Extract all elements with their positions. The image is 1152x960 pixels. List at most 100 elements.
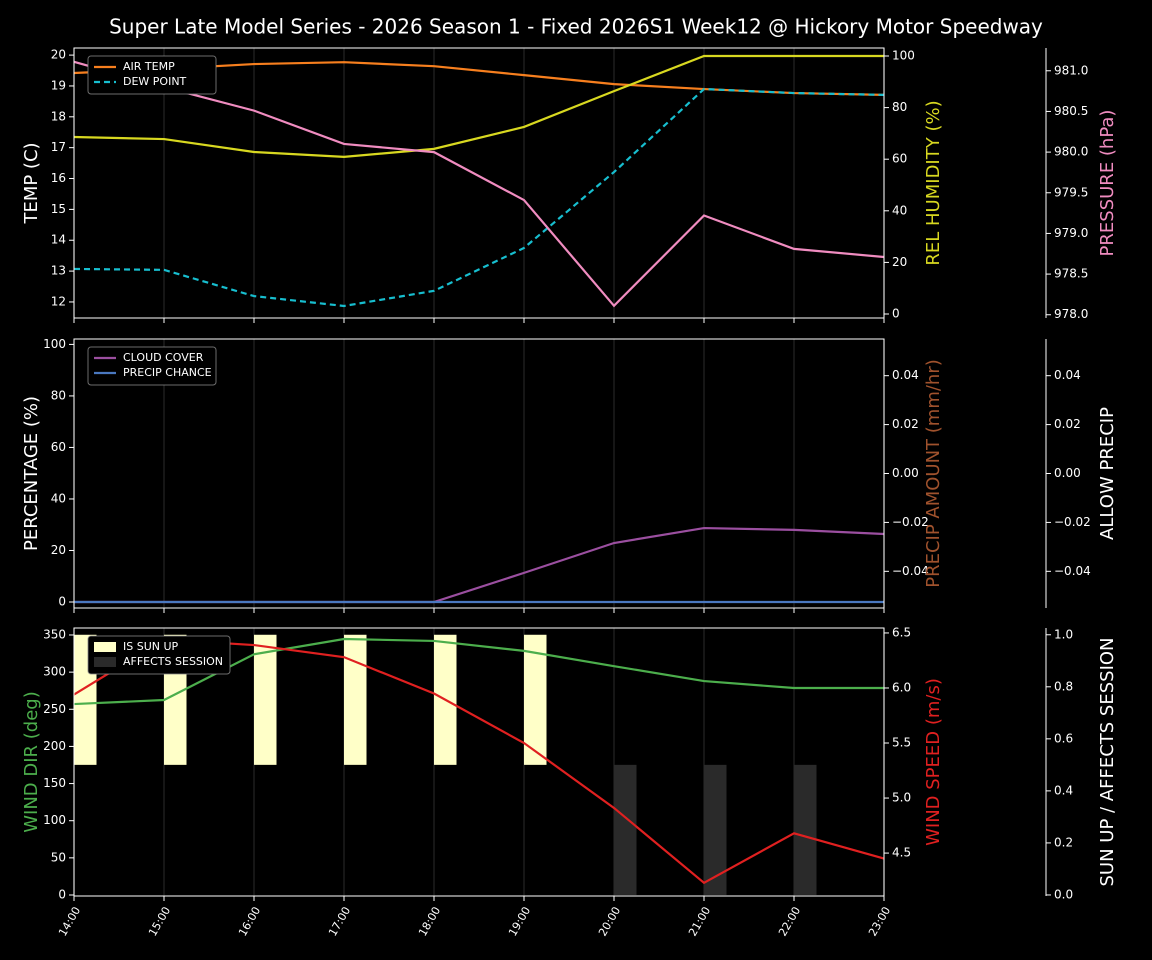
bar <box>344 634 367 765</box>
y2-tick-label: 40 <box>892 203 907 217</box>
y-tick-label: 12 <box>51 294 66 308</box>
legend-label: PRECIP CHANCE <box>123 366 212 379</box>
y3-tick-label: 979.0 <box>1054 226 1088 240</box>
axis-label: PRESSURE (hPa) <box>1097 110 1118 257</box>
y2-tick-label: 80 <box>892 100 907 114</box>
bar <box>254 634 277 765</box>
y3-tick-label: 0.04 <box>1054 368 1081 382</box>
y3-tick-label: 978.5 <box>1054 267 1088 281</box>
y3-tick-label: 980.5 <box>1054 104 1088 118</box>
axis-label: WIND DIR (deg) <box>21 691 42 833</box>
x-tick-label: 18:00 <box>416 905 443 939</box>
legend-box <box>87 635 231 675</box>
legend-label: AIR TEMP <box>123 60 175 73</box>
y-tick-label: 18 <box>51 109 66 123</box>
plot-frame <box>73 47 885 319</box>
y2-tick-label: 0.00 <box>892 466 919 480</box>
y-tick-label: 350 <box>43 627 66 641</box>
y2-tick-label: 6.0 <box>892 680 911 694</box>
y3-tick-label: 0.6 <box>1054 731 1073 745</box>
bar <box>704 764 727 895</box>
bar <box>614 764 637 895</box>
axis-label: TEMP (C) <box>21 142 42 224</box>
legend-box <box>87 346 217 386</box>
x-tick-label: 19:00 <box>506 905 533 939</box>
legend-swatch <box>94 657 116 667</box>
y-tick-label: 0 <box>58 887 66 901</box>
series-line <box>73 54 884 158</box>
chart-title: Super Late Model Series - 2026 Season 1 … <box>109 15 1043 39</box>
y3-tick-label: 0.2 <box>1054 835 1073 849</box>
legend-label: IS SUN UP <box>123 640 179 653</box>
y-tick-label: 40 <box>51 491 66 505</box>
y-tick-label: 300 <box>43 665 66 679</box>
y-tick-label: 80 <box>51 388 66 402</box>
y2-tick-label: 60 <box>892 152 907 166</box>
y2-tick-label: 4.5 <box>892 846 911 860</box>
y2-tick-label: 0.02 <box>892 417 919 431</box>
y-tick-label: 150 <box>43 776 66 790</box>
y3-tick-label: 0.02 <box>1054 417 1081 431</box>
x-tick-label: 15:00 <box>146 905 173 939</box>
y3-tick-label: 1.0 <box>1054 627 1073 641</box>
y3-tick-label: −0.02 <box>1054 515 1091 529</box>
y3-tick-label: 0.00 <box>1054 466 1081 480</box>
y-tick-label: 250 <box>43 702 66 716</box>
y-tick-label: 60 <box>51 440 66 454</box>
y-tick-label: 13 <box>51 264 66 278</box>
x-tick-label: 16:00 <box>236 905 263 939</box>
y-tick-label: 14 <box>51 233 66 247</box>
x-tick-label: 21:00 <box>686 905 713 939</box>
y2-tick-label: 0 <box>892 307 900 321</box>
legend-swatch <box>94 642 116 652</box>
axis-label: ALLOW PRECIP <box>1097 407 1118 540</box>
bar <box>524 634 547 765</box>
bar <box>794 764 817 895</box>
y-tick-label: 16 <box>51 171 66 185</box>
y2-tick-label: 0.04 <box>892 368 919 382</box>
x-tick-label: 14:00 <box>56 905 83 939</box>
y-tick-label: 100 <box>43 813 66 827</box>
legend-label: DEW POINT <box>123 75 187 88</box>
y2-tick-label: 5.5 <box>892 736 911 750</box>
legend-label: AFFECTS SESSION <box>123 655 223 668</box>
y-tick-label: 100 <box>43 337 66 351</box>
y2-tick-label: 100 <box>892 48 915 62</box>
y-tick-label: 17 <box>51 140 66 154</box>
series-line <box>73 87 885 308</box>
x-tick-label: 23:00 <box>866 905 893 939</box>
y2-tick-label: 5.0 <box>892 791 911 805</box>
legend-box <box>87 55 217 95</box>
series-line <box>73 637 884 706</box>
y3-tick-label: 0.0 <box>1054 887 1073 901</box>
y3-tick-label: 0.8 <box>1054 679 1073 693</box>
plot-frame <box>73 627 885 897</box>
y3-tick-label: 980.0 <box>1054 145 1088 159</box>
y-tick-label: 20 <box>51 543 66 557</box>
y2-tick-label: −0.04 <box>892 564 929 578</box>
x-tick-label: 22:00 <box>776 905 803 939</box>
axis-label: SUN UP / AFFECTS SESSION <box>1097 637 1118 886</box>
series-line <box>73 60 885 308</box>
y3-tick-label: 979.5 <box>1054 185 1088 199</box>
x-tick-label: 20:00 <box>596 905 623 939</box>
y-tick-label: 0 <box>58 594 66 608</box>
y2-tick-label: −0.02 <box>892 515 929 529</box>
y3-tick-label: 978.0 <box>1054 307 1088 321</box>
x-tick-label: 17:00 <box>326 905 353 939</box>
y-tick-label: 20 <box>51 48 66 62</box>
axis-label: REL HUMIDITY (%) <box>923 100 944 265</box>
axis-label: PRECIP AMOUNT (mm/hr) <box>923 359 944 588</box>
axis-label: WIND SPEED (m/s) <box>923 678 944 846</box>
y-tick-label: 15 <box>51 202 66 216</box>
y3-tick-label: −0.04 <box>1054 564 1091 578</box>
y-tick-label: 19 <box>51 78 66 92</box>
y-tick-label: 50 <box>51 850 66 864</box>
axis-label: PERCENTAGE (%) <box>21 396 42 551</box>
y-tick-label: 200 <box>43 739 66 753</box>
y2-tick-label: 6.5 <box>892 625 911 639</box>
y2-tick-label: 20 <box>892 255 907 269</box>
y3-tick-label: 981.0 <box>1054 63 1088 77</box>
legend-label: CLOUD COVER <box>123 351 204 364</box>
